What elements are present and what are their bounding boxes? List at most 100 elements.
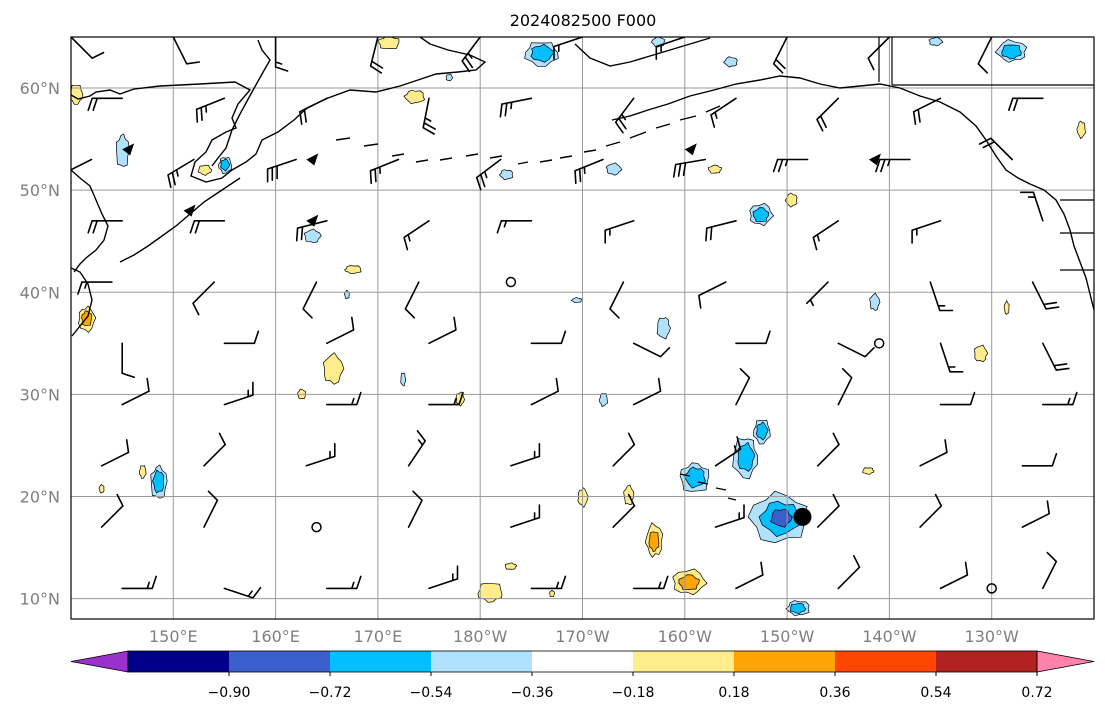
wind-barb	[875, 158, 911, 173]
colorbar-tick-label: −0.90	[208, 685, 251, 701]
wind-barb	[612, 432, 636, 467]
wind-barb	[203, 490, 219, 528]
positive-anomaly-contour	[322, 352, 345, 385]
longitude-tick-label: 160°E	[251, 627, 300, 646]
wind-barb	[87, 220, 123, 234]
wind-barb	[326, 316, 355, 345]
positive-anomaly-contour	[1003, 299, 1010, 315]
map-area	[71, 37, 1094, 619]
wind-barb	[1042, 391, 1078, 406]
latitude-tick-label: 30°N	[20, 385, 60, 404]
longitude-tick-label: 170°W	[555, 627, 610, 646]
border-us-canada	[1060, 199, 1094, 271]
positive-anomaly-contour	[477, 582, 503, 603]
coastlines	[71, 37, 1094, 501]
wind-barb	[274, 37, 289, 72]
wind-barb	[837, 342, 875, 358]
colorbar-segment	[936, 651, 1038, 672]
negative-anomaly-contour	[789, 602, 807, 614]
colorbar-segment	[734, 651, 836, 672]
wind-barb	[714, 436, 742, 467]
negative-anomaly-contour	[755, 421, 769, 441]
colorbar-tick-label: 0.54	[920, 685, 951, 701]
wind-barb	[71, 37, 105, 59]
colorbar-segment	[532, 651, 634, 672]
wind-barb	[77, 281, 113, 295]
storm-center-marker	[793, 507, 812, 526]
colorbar-segment	[229, 651, 331, 672]
wind-barb	[302, 281, 318, 319]
wind-barb	[919, 439, 948, 467]
positive-anomaly-contour	[98, 483, 105, 494]
wind-barb	[837, 555, 861, 590]
coastline-kamchatka	[211, 39, 271, 167]
wind-barb	[655, 37, 686, 60]
positive-anomaly-contour	[197, 164, 213, 176]
wind-barb	[223, 381, 254, 406]
negative-anomaly-contour	[869, 292, 881, 312]
wind-barb	[203, 432, 226, 467]
colorbar: −0.90 −0.72 −0.54 −0.36 −0.18 0.18 0.36 0.54 0.7…	[70, 650, 1095, 701]
colorbar-tick-label: −0.54	[410, 685, 453, 701]
coastline-alaska-peninsula	[611, 75, 1094, 311]
negative-anomaly-contour	[928, 37, 944, 47]
colorbar-segment	[330, 651, 432, 672]
shaded-field-layer	[71, 37, 1086, 617]
wind-barb	[911, 220, 942, 244]
pennant-flag-marker	[684, 143, 697, 156]
positive-anomaly-contour	[71, 85, 84, 105]
wind-barb	[735, 368, 751, 406]
wind-barb	[428, 391, 464, 406]
negative-anomaly-contour	[220, 158, 231, 172]
positive-anomaly-contour	[403, 89, 426, 105]
wind-barb	[326, 575, 362, 590]
positive-anomaly-contour	[648, 531, 660, 553]
negative-anomaly-contour	[656, 317, 671, 340]
wind-barb	[806, 281, 829, 307]
pennant-flag-marker	[122, 143, 135, 156]
wind-barb	[223, 586, 262, 599]
wind-barb	[266, 158, 297, 183]
wind-barb	[977, 37, 993, 74]
wind-barb	[614, 97, 635, 134]
wind-barb	[326, 391, 362, 406]
wind-barb	[87, 97, 123, 112]
map-title: 2024082500 F000	[510, 11, 657, 30]
wind-barb	[735, 561, 764, 590]
wind-barb	[404, 281, 420, 319]
negative-anomaly-contour	[400, 372, 407, 387]
wind-barb	[510, 442, 541, 467]
wind-barb	[612, 493, 636, 528]
wind-barb	[1042, 342, 1070, 371]
wind-barb	[407, 430, 426, 467]
latitude-tick-label: 60°N	[20, 79, 60, 98]
wind-barb	[912, 97, 942, 125]
negative-anomaly-contour	[752, 207, 770, 223]
wind-barb	[496, 220, 533, 234]
positive-anomaly-contour	[784, 192, 798, 208]
wind-barb	[195, 97, 226, 123]
wind-barb	[461, 37, 481, 73]
negative-anomaly-contour	[152, 469, 165, 494]
wind-barb	[530, 377, 559, 406]
wind-barb	[71, 158, 93, 184]
longitude-tick-label: 170°E	[354, 627, 403, 646]
wind-barb	[1019, 191, 1044, 222]
wind-barb	[530, 330, 567, 345]
positive-anomaly-contour	[708, 164, 723, 174]
negative-anomaly-contour	[723, 56, 738, 68]
graticule	[71, 37, 1094, 619]
wind-barb	[919, 493, 943, 528]
colorbar-tick-label: −0.36	[511, 685, 554, 701]
wind-barb	[121, 377, 150, 406]
colorbar-segment	[633, 651, 735, 672]
negative-anomaly-contour	[1001, 44, 1022, 60]
wind-barb	[172, 37, 200, 65]
wind-barb	[574, 158, 604, 185]
longitude-tick-label: 160°W	[658, 627, 713, 646]
wind-barb	[939, 391, 976, 406]
wind-barb	[499, 97, 533, 118]
calm-wind-circle	[873, 338, 885, 349]
wind-barb	[369, 37, 384, 74]
wind-barb	[812, 220, 840, 251]
